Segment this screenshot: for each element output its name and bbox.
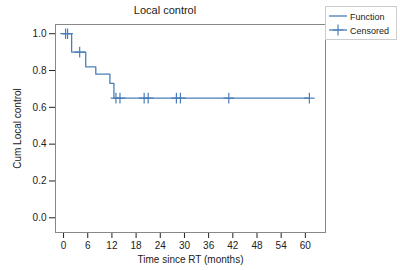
svg-text:0.2: 0.2 [33, 175, 47, 186]
svg-text:42: 42 [227, 240, 239, 251]
svg-text:Censored: Censored [350, 26, 389, 36]
svg-text:54: 54 [276, 240, 288, 251]
svg-text:18: 18 [131, 240, 143, 251]
svg-text:Time since RT (months): Time since RT (months) [138, 254, 244, 265]
svg-text:1.0: 1.0 [33, 28, 47, 39]
svg-text:48: 48 [251, 240, 263, 251]
svg-text:0.0: 0.0 [33, 212, 47, 223]
svg-text:12: 12 [106, 240, 118, 251]
svg-text:30: 30 [179, 240, 191, 251]
svg-text:24: 24 [155, 240, 167, 251]
svg-text:36: 36 [203, 240, 215, 251]
svg-text:6: 6 [85, 240, 91, 251]
svg-text:0.4: 0.4 [33, 138, 47, 149]
svg-text:0.6: 0.6 [33, 102, 47, 113]
svg-text:60: 60 [300, 240, 312, 251]
svg-text:0.8: 0.8 [33, 65, 47, 76]
svg-text:0: 0 [61, 240, 67, 251]
html-text:Local control: Local control [133, 4, 197, 16]
svg-text:Function: Function [350, 12, 385, 22]
svg-text:Cum Local control: Cum Local control [12, 88, 23, 169]
